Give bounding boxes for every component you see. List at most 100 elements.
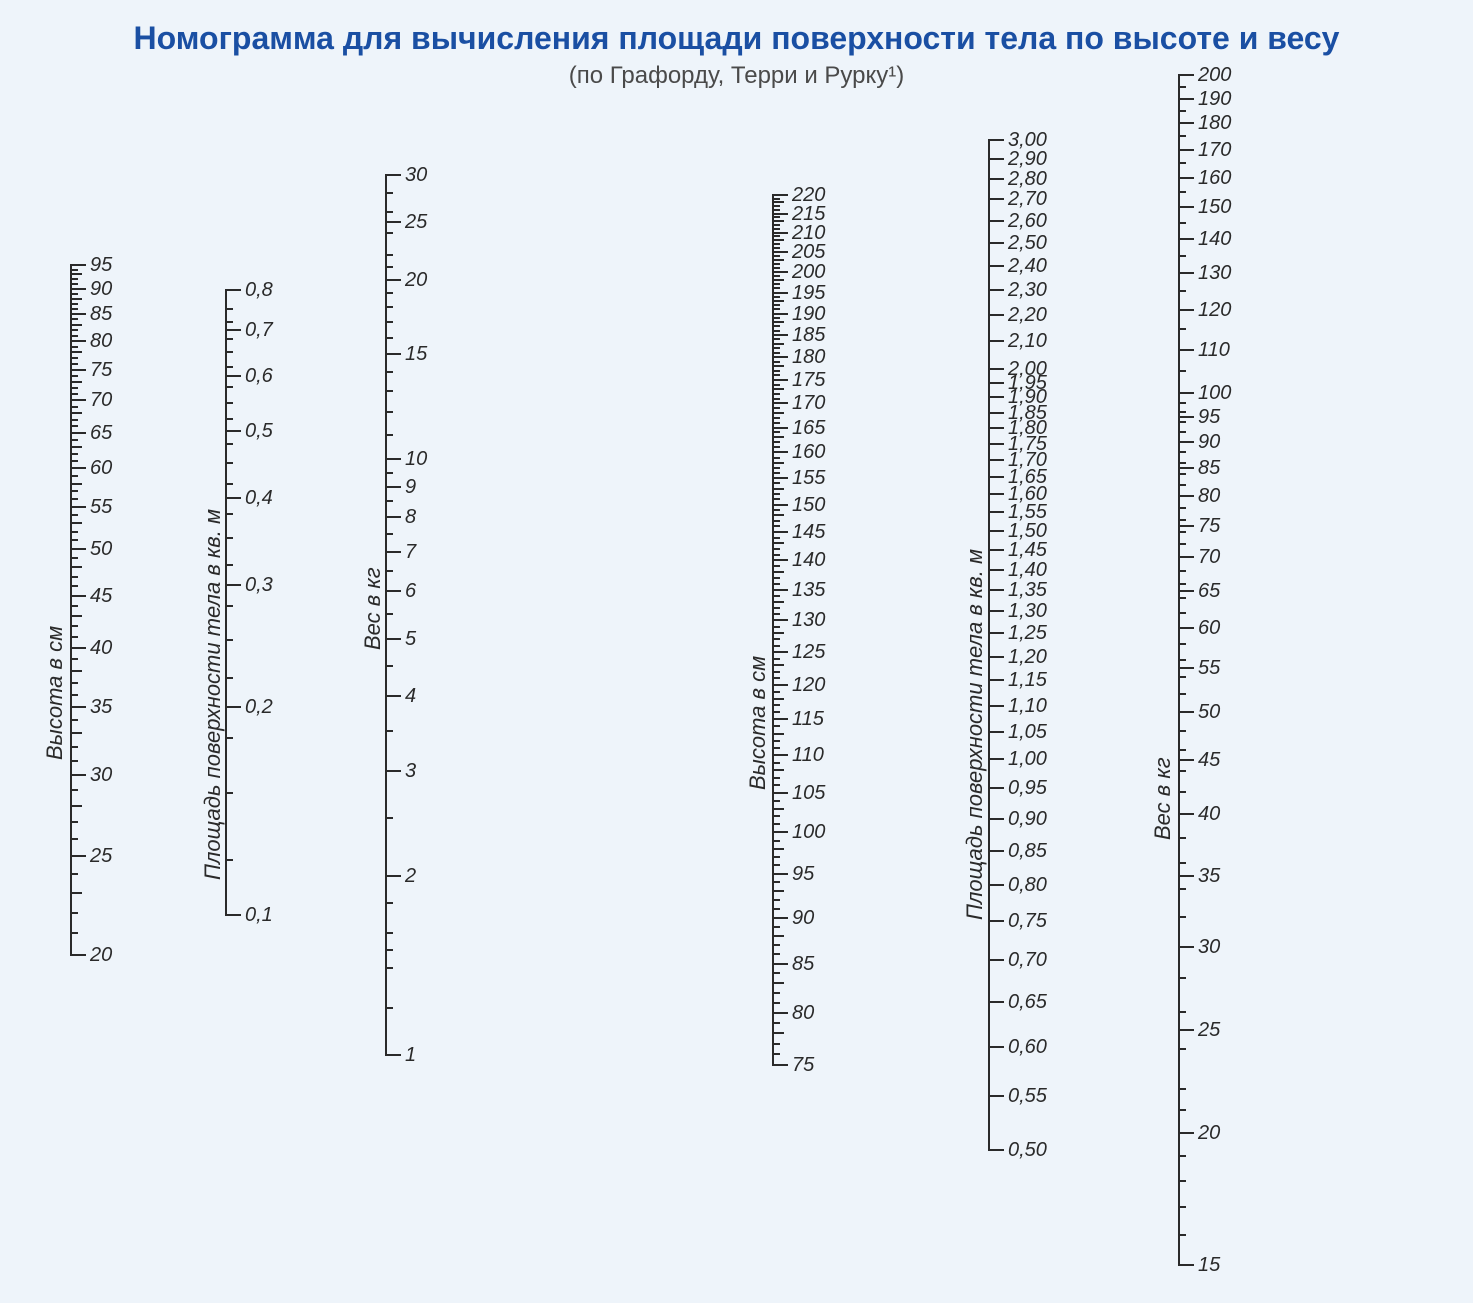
bsa_big-tick	[988, 265, 1004, 267]
height_big-tick	[772, 559, 788, 561]
weight_small-tick	[385, 174, 401, 176]
weight_big-tick	[1178, 392, 1194, 394]
height_big-tick	[772, 525, 780, 527]
bsa_big-tick-label: 1,50	[1008, 521, 1047, 541]
weight_big-tick	[1178, 1206, 1186, 1208]
height_big-tick	[772, 831, 788, 833]
height_big-tick	[772, 412, 784, 414]
height_big-tick	[772, 388, 784, 390]
height_big-tick	[772, 589, 788, 591]
weight_big-tick	[1178, 977, 1186, 979]
bsa_small-line	[225, 290, 227, 915]
bsa_big-tick-label: 1,45	[1008, 540, 1047, 560]
weight_big-tick	[1178, 519, 1186, 521]
weight_big-tick	[1178, 238, 1194, 240]
height_small-tick-label: 80	[90, 331, 112, 351]
bsa_big-tick	[988, 459, 1004, 461]
height_small-tick-label: 20	[90, 945, 112, 965]
height_small-tick	[70, 335, 78, 337]
bsa_big-tick	[988, 493, 1004, 495]
height_big-tick	[772, 677, 780, 679]
weight_big-axis-label: Вес в кг	[1150, 757, 1176, 840]
bsa_big-tick	[988, 476, 1004, 478]
height_big-tick	[772, 963, 788, 965]
weight_big-tick	[1178, 1132, 1194, 1134]
weight_big-tick	[1178, 495, 1194, 497]
weight_small-axis-label: Вес в кг	[360, 567, 386, 650]
bsa_small-tick	[225, 537, 233, 539]
height_small-tick-label: 40	[90, 638, 112, 658]
height_big-tick	[772, 1064, 788, 1066]
weight_small-tick	[385, 516, 401, 518]
height_big-tick	[772, 239, 784, 241]
weight_small-tick	[385, 695, 401, 697]
height_small-tick	[70, 269, 78, 271]
weight_big-tick	[1178, 693, 1186, 695]
weight_big-tick	[1178, 1155, 1186, 1157]
height_big-tick	[772, 671, 780, 673]
height_big-tick	[772, 462, 784, 464]
bsa_small-tick	[225, 859, 233, 861]
height_big-tick	[772, 451, 788, 453]
height_small-tick	[70, 375, 78, 377]
height_big-tick	[772, 482, 780, 484]
weight_big-tick	[1178, 149, 1194, 151]
height_big-tick	[772, 194, 788, 196]
bsa_small-tick	[225, 639, 233, 641]
weight_big-tick	[1178, 543, 1186, 545]
height_small-tick	[70, 566, 82, 568]
bsa_small-tick	[225, 402, 233, 404]
height_small-tick	[70, 682, 78, 684]
height_small-tick	[70, 324, 82, 326]
height_big-tick	[772, 926, 780, 928]
height_big-tick	[772, 493, 780, 495]
height_big-tick	[772, 873, 788, 875]
bsa_small-tick	[225, 605, 233, 607]
height_small-tick	[70, 483, 82, 485]
height_big-tick-label: 215	[792, 204, 825, 224]
height_big-tick	[772, 379, 788, 381]
height_big-tick	[772, 840, 780, 842]
weight_big-tick-label: 190	[1198, 89, 1231, 109]
height_small-tick	[70, 694, 78, 696]
height_big-tick	[772, 235, 780, 237]
height_big-tick	[772, 417, 780, 419]
bsa_big-tick	[988, 569, 1004, 571]
height_small-tick	[70, 273, 82, 275]
height_big-tick	[772, 619, 788, 621]
height_big-tick	[772, 216, 780, 218]
height_big-tick-label: 180	[792, 347, 825, 367]
height_small-tick	[70, 636, 78, 638]
bsa_big-tick-label: 2,10	[1008, 331, 1047, 351]
height_big-tick	[772, 296, 780, 298]
height_small-tick	[70, 539, 78, 541]
weight_big-tick	[1178, 556, 1194, 558]
height_big-tick	[772, 271, 788, 273]
height_big-tick	[772, 890, 784, 892]
bsa_small-tick	[225, 338, 233, 340]
height_small-tick	[70, 313, 86, 315]
weight_big-tick	[1178, 916, 1186, 918]
bsa_big-tick	[988, 632, 1004, 634]
weight_big-tick-label: 65	[1198, 581, 1220, 601]
bsa_small-tick	[225, 443, 233, 445]
weight_big-tick	[1178, 759, 1194, 761]
height_big-tick	[772, 330, 780, 332]
height_small-tick	[70, 514, 78, 516]
weight_small-tick	[385, 458, 401, 460]
height_small-tick	[70, 647, 86, 649]
height_big-tick	[772, 698, 784, 700]
weight_big-line	[1178, 75, 1180, 1265]
weight_big-tick	[1178, 711, 1194, 713]
height_small-tick	[70, 585, 78, 587]
bsa_big-line	[988, 140, 990, 1150]
height_big-tick	[772, 537, 780, 539]
bsa_big-axis-label: Площадь поверхности тела в кв. м	[962, 549, 988, 920]
weight_big-tick	[1178, 730, 1186, 732]
weight_big-scale: 2001901801701601501401301201101009590858…	[1178, 75, 1258, 1265]
weight_small-tick-label: 5	[405, 629, 416, 649]
height_small-tick	[70, 399, 86, 401]
weight_small-tick	[385, 638, 401, 640]
weight_small-tick	[385, 390, 393, 392]
weight_big-tick	[1178, 135, 1186, 137]
